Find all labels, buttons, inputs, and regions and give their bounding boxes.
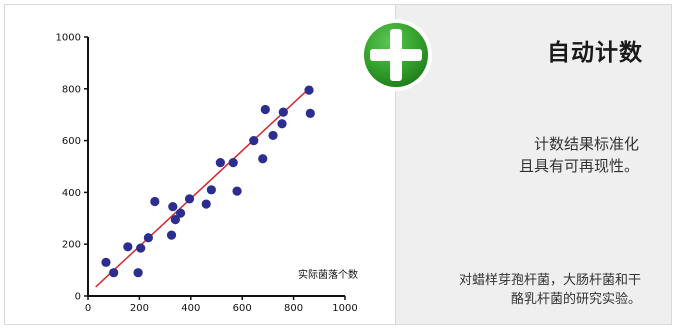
y-tick-label: 0 [75,292,81,303]
x-tick-label: 600 [233,303,252,314]
data-point [232,186,242,196]
trend-line-layer [95,85,313,288]
description-secondary-line-2: 酪乳杆菌的研究实验。 [510,292,641,307]
data-point [206,185,216,195]
y-tick-label: 600 [62,136,81,147]
y-tick-label: 800 [62,84,81,95]
data-point [249,136,259,146]
data-point [184,194,195,204]
data-point [278,107,288,117]
data-point [170,214,180,225]
data-point [133,268,143,278]
description-primary-line-2: 且具有可再现性。 [518,157,639,175]
data-point [143,233,153,243]
x-tick-label: 400 [181,303,200,314]
data-point [277,119,287,129]
data-point [215,158,225,168]
description-secondary-line-1: 对蜡样芽孢杆菌，大肠杆菌和干 [458,273,641,288]
data-point [268,130,278,141]
plus-icon [360,19,432,91]
x-tick-label: 0 [85,303,91,314]
data-point [305,108,315,119]
chart-panel: 0 200 400 600 800 1000 0 200 400 600 800 1000 实际菌落个… [4,4,396,325]
trend-line [95,85,313,288]
description-primary-line-1: 计数结果标准化 [533,135,639,153]
data-point [228,158,238,168]
x-tick-label: 200 [130,303,149,314]
data-point [258,154,268,164]
data-points-layer [101,85,315,278]
data-point [166,230,177,240]
data-point [201,199,211,209]
data-point [109,268,119,278]
data-point [150,196,160,207]
y-tick-label: 200 [62,240,81,251]
data-point [175,208,186,218]
data-point [304,85,314,95]
data-point [168,202,178,212]
data-point [123,242,133,252]
description-primary: 计数结果标准化 且具有可再现性。 [439,133,639,177]
y-tick-label: 1000 [56,33,81,44]
scatter-chart: 0 200 400 600 800 1000 0 200 400 600 800 1000 实际菌落个… [56,33,358,315]
y-tick-label: 400 [62,188,81,199]
data-point [136,243,146,253]
info-panel: 自动计数 计数结果标准化 且具有可再现性。 对蜡样芽孢杆菌，大肠杆菌和干 酪乳杆… [396,4,672,325]
data-point [101,257,111,267]
chart-axes: 0 200 400 600 800 1000 0 200 400 600 800 1000 [56,33,358,315]
x-tick-label: 1000 [332,303,357,314]
data-point [260,104,270,115]
inline-axis-label: 实际菌落个数 [298,268,358,281]
x-tick-label: 800 [284,303,303,314]
panel-title: 自动计数 [547,40,643,66]
description-secondary: 对蜡样芽孢杆菌，大肠杆菌和干 酪乳杆菌的研究实验。 [391,271,641,309]
